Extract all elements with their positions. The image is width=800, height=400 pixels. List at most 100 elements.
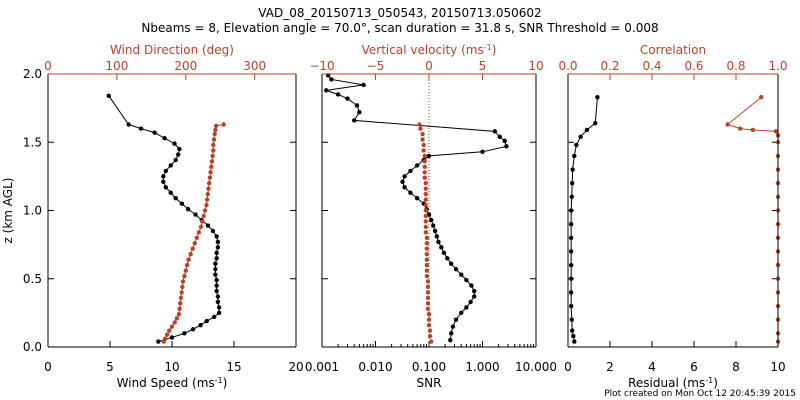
series-bottom-point bbox=[216, 310, 222, 316]
series-top-point bbox=[424, 273, 430, 279]
series-bottom-point bbox=[361, 82, 366, 88]
series-bottom-point bbox=[408, 190, 413, 195]
bottom-axis-label: Residual (ms-1) bbox=[628, 376, 718, 390]
series-bottom-point bbox=[584, 127, 590, 133]
series-bottom-point bbox=[595, 95, 600, 100]
y-tick-label: 0.5 bbox=[23, 272, 42, 286]
series-bottom-point bbox=[179, 201, 185, 206]
y-tick-label: 1.0 bbox=[23, 204, 42, 218]
series-top-point bbox=[423, 191, 428, 197]
series-top-point bbox=[198, 224, 204, 230]
series-bottom-point bbox=[441, 250, 447, 256]
series-top-point bbox=[177, 306, 182, 311]
series-bottom-point bbox=[329, 77, 334, 82]
series-bottom-point bbox=[357, 110, 362, 115]
series-bottom-point bbox=[429, 217, 434, 223]
y-axis-label: z (km AGL) bbox=[1, 178, 15, 244]
top-axis-label: Correlation bbox=[640, 43, 706, 57]
series-bottom-point bbox=[173, 196, 178, 201]
top-tick-label: 10 bbox=[528, 59, 543, 73]
series-top-point bbox=[427, 333, 433, 339]
series-bottom-point bbox=[213, 272, 218, 277]
series-bottom-point bbox=[215, 245, 221, 250]
series-top-point bbox=[422, 159, 427, 164]
series-top-point bbox=[424, 246, 430, 251]
series-top-point bbox=[194, 235, 199, 240]
series-top-point bbox=[205, 191, 211, 197]
series-bottom-point bbox=[570, 167, 575, 172]
series-bottom-point bbox=[214, 277, 219, 283]
series-bottom-point bbox=[574, 142, 579, 148]
bottom-tick-label: 2 bbox=[606, 360, 614, 374]
series-top-point bbox=[422, 170, 427, 175]
series-bottom-point bbox=[215, 299, 221, 305]
top-tick-label: 100 bbox=[105, 59, 128, 73]
series-top-point bbox=[182, 273, 187, 279]
series-top-point bbox=[172, 320, 177, 325]
top-tick-label: 1.0 bbox=[768, 59, 787, 73]
series-top-point bbox=[423, 224, 428, 230]
bottom-tick-label: 0 bbox=[44, 360, 52, 374]
series-top-point bbox=[421, 148, 426, 153]
series-bottom-point bbox=[408, 168, 413, 174]
series-bottom-point bbox=[453, 317, 459, 322]
series-top-point bbox=[428, 339, 434, 344]
figure-title-line1: VAD_08_20150713_050543, 20150713.050602 bbox=[258, 6, 541, 20]
top-tick-label: 0 bbox=[44, 59, 52, 73]
series-bottom-point bbox=[593, 120, 598, 126]
bottom-tick-label: 0.100 bbox=[412, 360, 446, 374]
y-tick-label: 0.0 bbox=[23, 340, 42, 354]
series-bottom-point bbox=[402, 185, 407, 190]
bottom-tick-label: 1.000 bbox=[465, 360, 499, 374]
series-bottom-point bbox=[345, 96, 350, 101]
series-bottom-point bbox=[568, 262, 574, 268]
series-bottom-point bbox=[449, 261, 454, 266]
series-bottom-point bbox=[569, 317, 574, 322]
series-bottom-point bbox=[190, 327, 196, 332]
series-top-point bbox=[423, 230, 428, 235]
series-top-point bbox=[421, 142, 426, 148]
series-top-point bbox=[423, 219, 428, 224]
series-bottom-point bbox=[213, 261, 218, 266]
series-top-point bbox=[426, 312, 432, 317]
series-top-point bbox=[425, 279, 431, 284]
series-bottom-point bbox=[445, 256, 450, 261]
series-bottom-point bbox=[216, 305, 222, 310]
bottom-tick-label: 0.001 bbox=[305, 360, 339, 374]
series-top-point bbox=[196, 230, 202, 235]
series-bottom-point bbox=[571, 333, 576, 339]
series-bottom-point bbox=[502, 138, 507, 144]
series-bottom-point bbox=[434, 234, 440, 239]
series-top-point bbox=[211, 137, 217, 142]
series-bottom-point bbox=[492, 129, 498, 134]
bottom-tick-label: 15 bbox=[226, 360, 241, 374]
series-bottom-point bbox=[185, 206, 191, 212]
series-top-point bbox=[417, 122, 422, 127]
series-top-point bbox=[188, 251, 193, 257]
series-bottom-point bbox=[163, 185, 168, 190]
series-bottom-point bbox=[578, 134, 583, 139]
series-top-point bbox=[176, 312, 182, 317]
series-bottom-point bbox=[453, 266, 459, 272]
series-top-point bbox=[424, 268, 430, 273]
series-top-point bbox=[179, 290, 184, 295]
series-top-point bbox=[423, 186, 428, 191]
series-top-point bbox=[418, 126, 423, 131]
series-bottom-point bbox=[426, 153, 432, 159]
series-top-point bbox=[162, 336, 168, 342]
y-tick-label: 1.5 bbox=[23, 135, 42, 149]
series-top-point bbox=[426, 322, 432, 328]
series-bottom-point bbox=[450, 324, 456, 329]
bottom-tick-label: 6 bbox=[690, 360, 698, 374]
series-bottom-point bbox=[472, 288, 477, 294]
series-top-point bbox=[423, 202, 428, 208]
series-bottom-point bbox=[214, 288, 219, 294]
series-bottom-point bbox=[402, 174, 407, 179]
top-tick-label: 300 bbox=[243, 59, 266, 73]
top-tick-label: 5 bbox=[479, 59, 487, 73]
series-bottom-point bbox=[169, 335, 175, 340]
top-tick-label: 0.6 bbox=[684, 59, 703, 73]
bottom-tick-label: 10 bbox=[770, 360, 785, 374]
